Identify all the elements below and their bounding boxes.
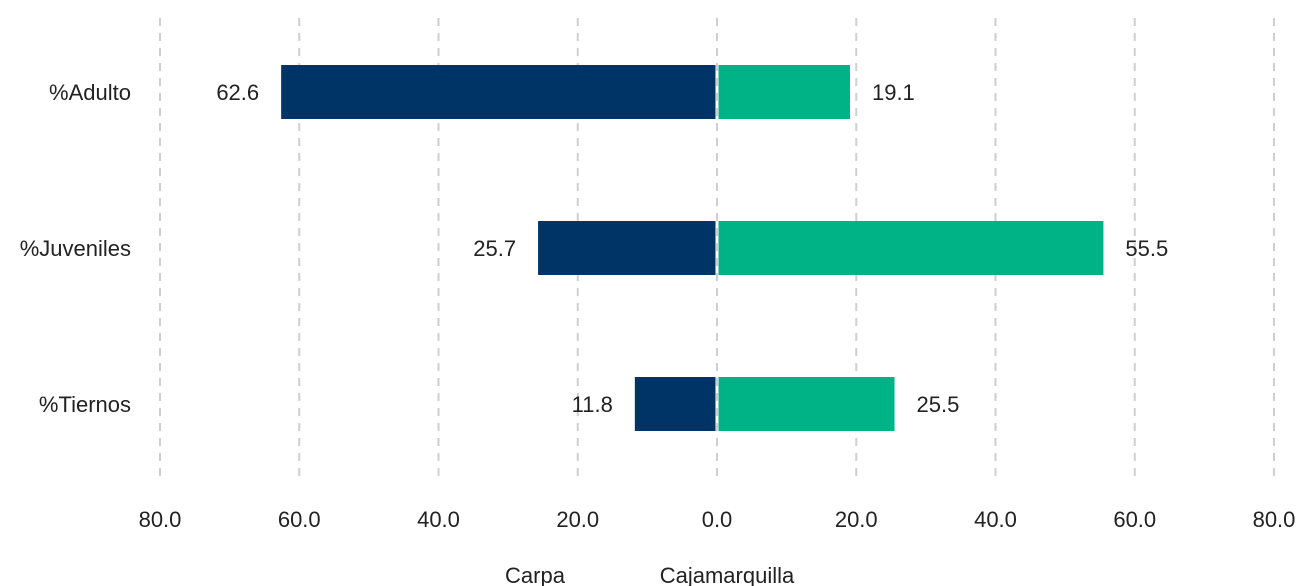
x-axis-ticks: 80.0 60.0 40.0 20.0 0.0 20.0 40.0 60.0 80.0 [139, 507, 1296, 532]
x-tick-label-7: 60.0 [1113, 507, 1156, 532]
value-label-carpa-adulto: 62.6 [216, 80, 259, 105]
legend-label-cajamarquilla: Cajamarquilla [660, 563, 795, 586]
value-label-cajamarquilla-tiernos: 25.5 [917, 392, 960, 417]
legend: Carpa Cajamarquilla [505, 563, 795, 586]
category-label-adulto: %Adulto [49, 80, 131, 105]
value-label-carpa-tiernos: 11.8 [572, 392, 613, 417]
x-tick-label-0: 80.0 [139, 507, 182, 532]
bar-cajamarquilla-adulto [718, 65, 850, 119]
legend-label-carpa: Carpa [505, 563, 566, 586]
bar-carpa-adulto [281, 65, 716, 119]
bar-carpa-tiernos [634, 377, 716, 431]
value-label-cajamarquilla-adulto: 19.1 [872, 80, 915, 105]
category-labels: %Adulto %Juveniles %Tiernos [20, 80, 131, 417]
category-label-juveniles: %Juveniles [20, 236, 131, 261]
x-tick-label-6: 40.0 [974, 507, 1017, 532]
x-tick-label-3: 20.0 [556, 507, 599, 532]
x-tick-label-4: 0.0 [702, 507, 733, 532]
x-tick-label-5: 20.0 [835, 507, 878, 532]
value-label-carpa-juveniles: 25.7 [473, 236, 516, 261]
category-label-tiernos: %Tiernos [39, 392, 131, 417]
bar-cajamarquilla-juveniles [718, 221, 1104, 275]
bar-carpa-juveniles [538, 221, 716, 275]
value-labels: 62.6 19.1 25.7 55.5 11.8 25.5 [216, 80, 1168, 417]
x-tick-label-2: 40.0 [417, 507, 460, 532]
bar-cajamarquilla-tiernos [718, 377, 895, 431]
bars [281, 65, 1104, 431]
x-tick-label-8: 80.0 [1253, 507, 1296, 532]
value-label-cajamarquilla-juveniles: 55.5 [1125, 236, 1168, 261]
x-tick-label-1: 60.0 [278, 507, 321, 532]
